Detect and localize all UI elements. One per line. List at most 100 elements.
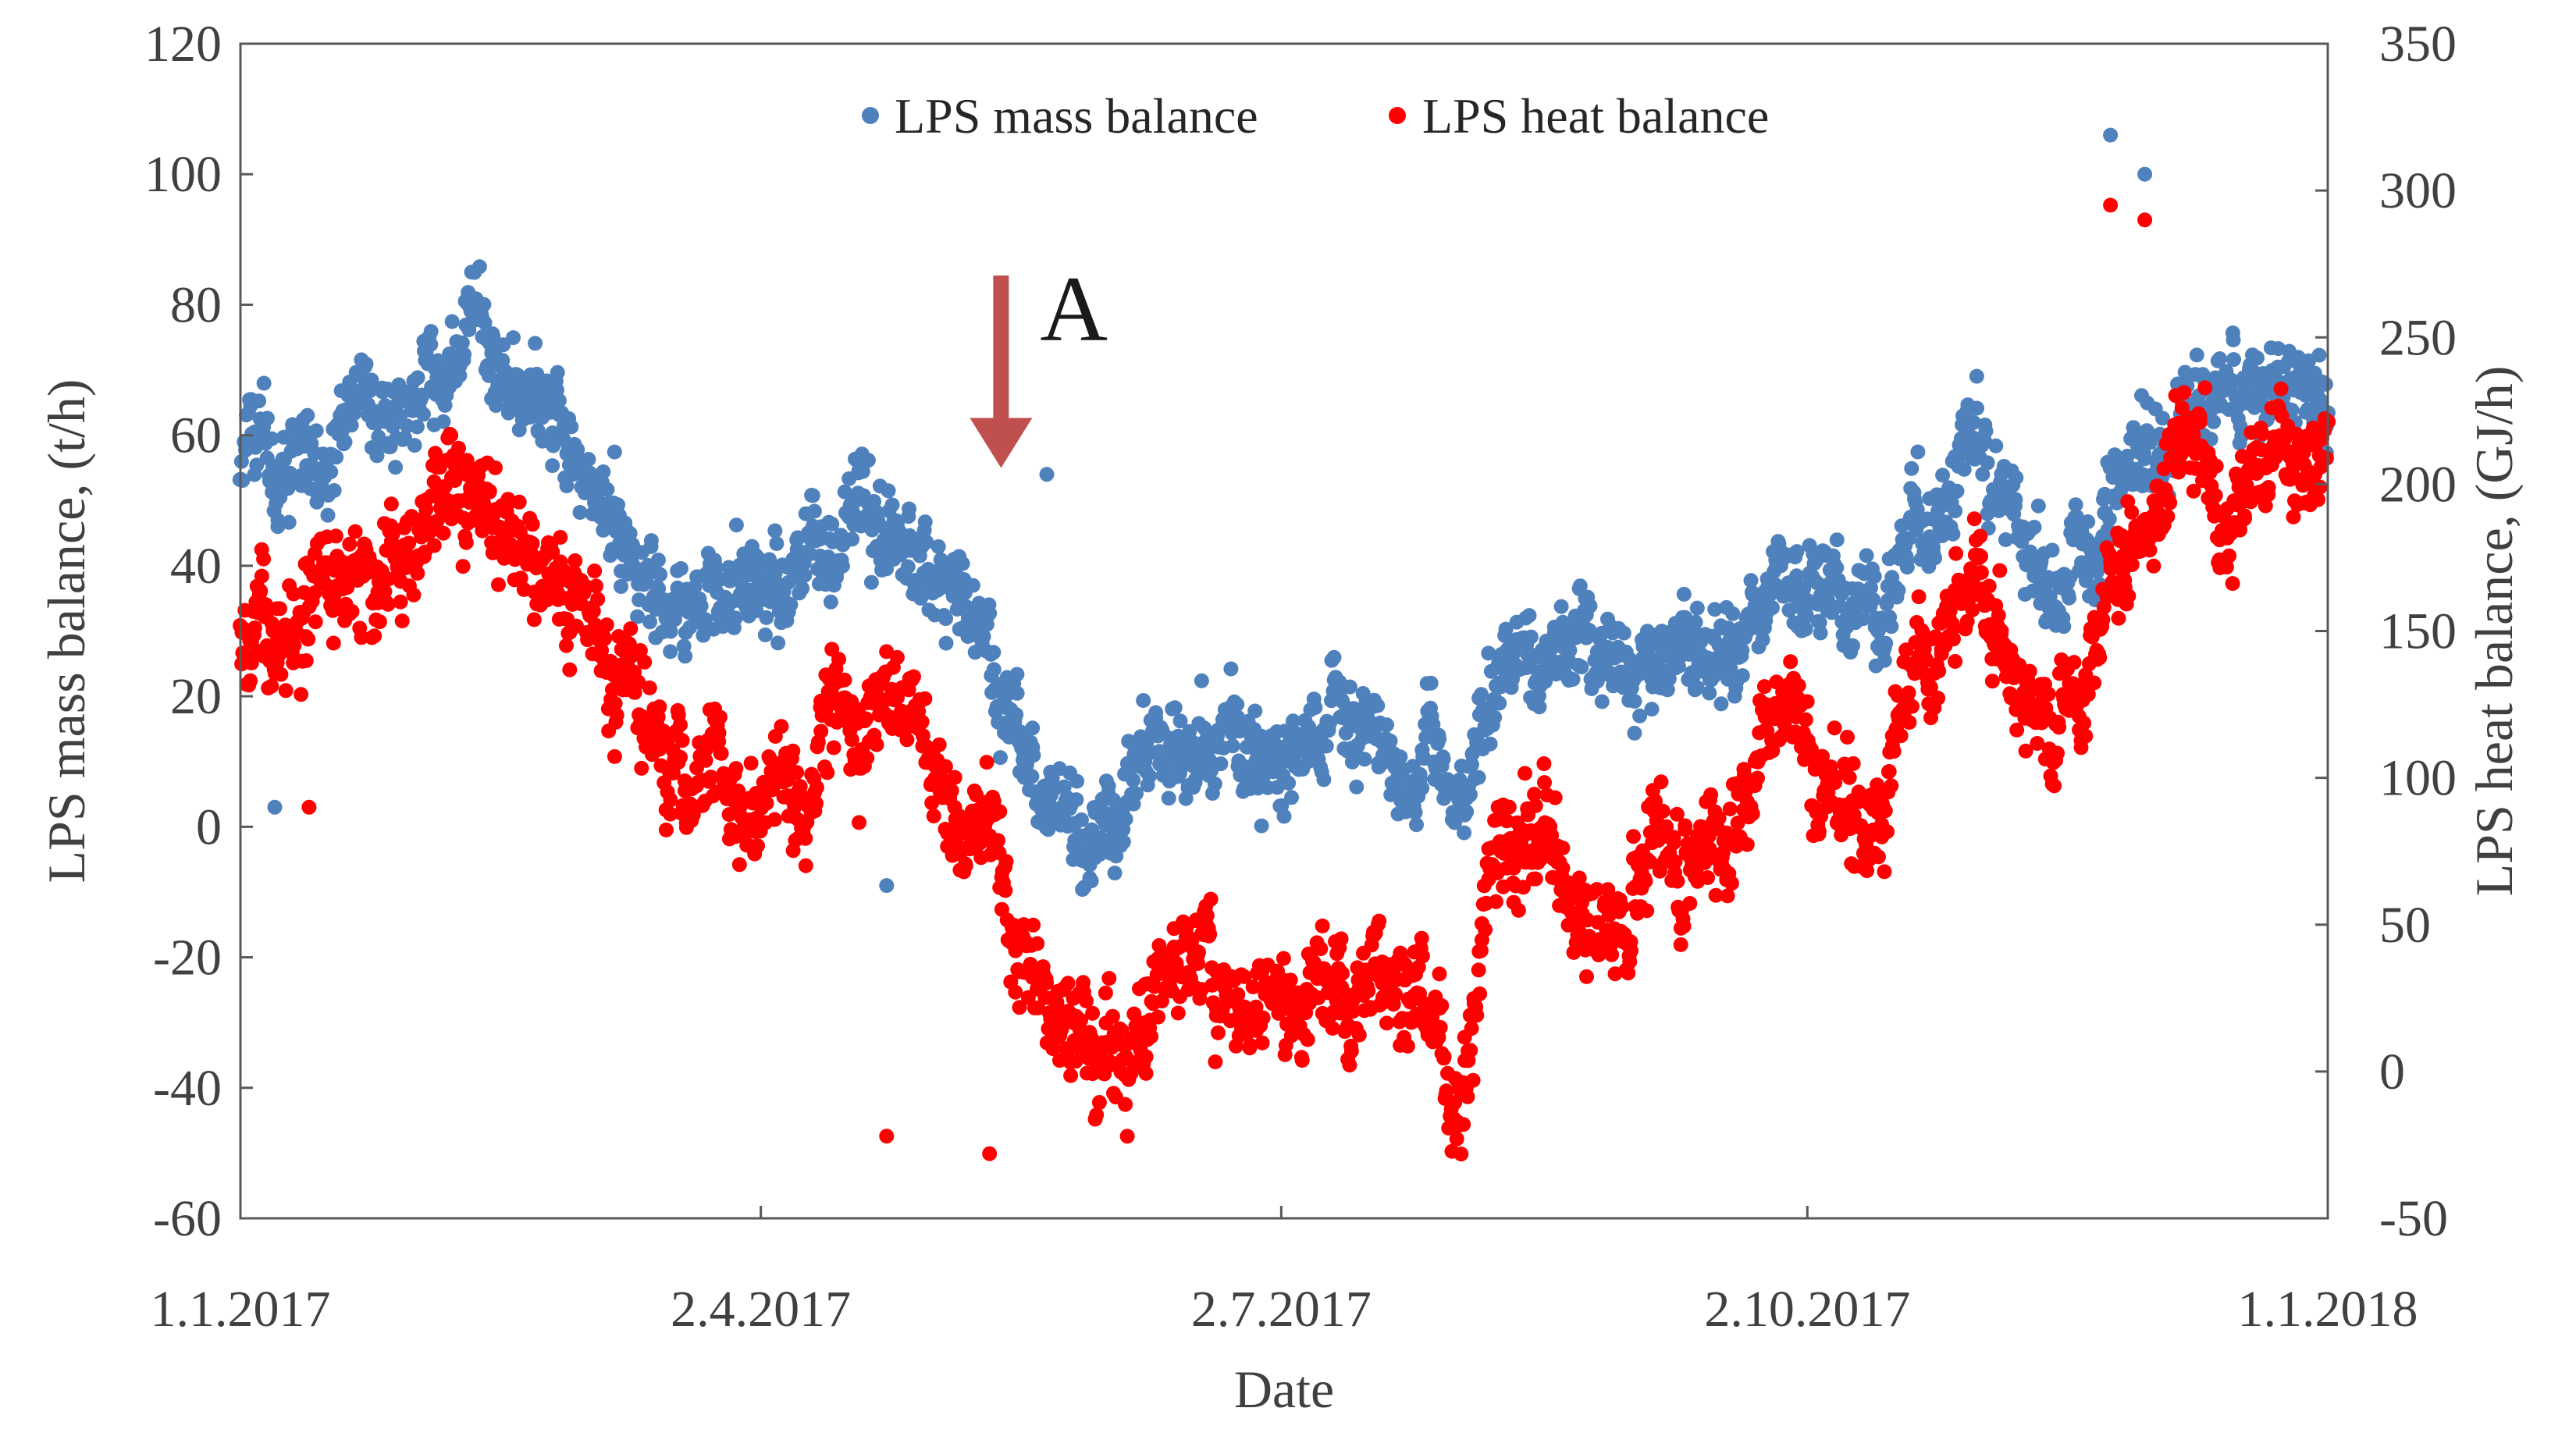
heat-balance-point xyxy=(367,628,382,644)
heat-balance-point xyxy=(253,583,269,599)
heat-balance-point xyxy=(1880,824,1895,840)
mass-balance-point xyxy=(1167,700,1183,716)
mass-balance-point xyxy=(2103,127,2119,143)
annotation-label: A xyxy=(1040,257,1108,361)
heat-balance-point xyxy=(406,587,422,603)
heat-balance-point xyxy=(1877,864,1892,880)
mass-balance-point xyxy=(834,558,850,574)
heat-balance-point xyxy=(1973,528,1988,544)
heat-balance-point xyxy=(1722,802,1738,816)
heat-balance-point xyxy=(1199,908,1215,923)
heat-balance-point xyxy=(256,551,272,567)
mass-balance-point xyxy=(264,431,279,446)
heat-balance-point xyxy=(1105,1008,1120,1024)
mass-balance-point xyxy=(2212,351,2228,367)
mass-balance-point xyxy=(1978,423,1994,439)
mass-balance-point xyxy=(249,457,265,473)
mass-balance-point xyxy=(845,532,860,547)
mass-balance-point xyxy=(1689,600,1705,616)
heat-balance-point xyxy=(1911,589,1927,605)
mass-balance-point xyxy=(965,578,980,593)
mass-balance-point xyxy=(993,750,1008,766)
heat-balance-point xyxy=(958,858,973,873)
mass-balance-point xyxy=(2008,470,2024,485)
mass-balance-point xyxy=(329,450,344,465)
heat-balance-point xyxy=(1254,1035,1270,1051)
heat-balance-point xyxy=(2124,504,2140,520)
heat-balance-point xyxy=(254,568,269,584)
left-y-tick-label: 80 xyxy=(170,276,222,333)
mass-balance-point xyxy=(2224,372,2239,388)
heat-balance-point xyxy=(1750,770,1765,786)
heat-balance-point xyxy=(1414,948,1430,964)
mass-balance-point xyxy=(783,597,799,613)
left-y-tick-label: 0 xyxy=(196,798,222,855)
heat-balance-point xyxy=(609,707,624,723)
mass-balance-point xyxy=(1969,400,1984,416)
mass-balance-point xyxy=(1118,812,1133,827)
mass-balance-point xyxy=(1627,694,1642,709)
right-y-tick-label: 250 xyxy=(2379,309,2457,366)
heat-balance-point xyxy=(2312,479,2328,495)
heat-balance-point xyxy=(1119,1129,1135,1144)
heat-balance-point xyxy=(1436,1049,1452,1065)
heat-balance-point xyxy=(2176,385,2192,400)
mass-balance-point xyxy=(884,497,900,513)
mass-balance-point xyxy=(2318,376,2333,392)
mass-balance-point xyxy=(1688,614,1703,630)
mass-balance-point xyxy=(2226,332,2241,348)
mass-balance-point xyxy=(551,393,567,408)
heat-balance-point xyxy=(301,631,316,647)
mass-balance-point xyxy=(1039,467,1055,482)
heat-balance-point xyxy=(2051,720,2067,735)
mass-balance-point xyxy=(1891,582,1906,598)
mass-balance-point xyxy=(678,649,693,664)
left-y-axis-title: LPS mass balance, (t/h) xyxy=(37,379,96,883)
heat-balance-point xyxy=(1528,798,1543,813)
mass-balance-point xyxy=(860,453,876,468)
mass-balance-point xyxy=(1866,569,1882,585)
heat-balance-point xyxy=(992,804,1008,819)
heat-balance-point xyxy=(1901,685,1916,701)
heat-balance-point xyxy=(1098,985,1113,1001)
mass-balance-point xyxy=(564,419,579,435)
heat-balance-point xyxy=(526,612,542,628)
mass-balance-point xyxy=(1487,709,1503,725)
mass-balance-point xyxy=(1225,738,1240,754)
heat-balance-point xyxy=(813,724,829,739)
heat-balance-point xyxy=(809,780,824,795)
heat-balance-point xyxy=(2318,450,2334,466)
mass-balance-point xyxy=(1789,544,1805,560)
mass-balance-point xyxy=(673,561,688,576)
mass-balance-point xyxy=(1136,693,1151,708)
heat-balance-point xyxy=(1313,941,1329,957)
heat-balance-point xyxy=(1638,873,1653,889)
mass-balance-point xyxy=(506,330,521,346)
heat-balance-point xyxy=(1400,1038,1415,1054)
mass-balance-point xyxy=(337,434,353,450)
right-y-axis-title: LPS heat balance, (GJ/h) xyxy=(2464,366,2524,897)
mass-balance-point xyxy=(572,505,588,520)
mass-balance-point xyxy=(1532,699,1547,715)
mass-balance-point xyxy=(1379,717,1394,733)
heat-balance-point xyxy=(1372,913,1387,929)
mass-balance-point xyxy=(347,406,362,421)
heat-balance-point xyxy=(1840,730,1855,745)
heat-balance-point xyxy=(917,691,933,706)
left-y-tick-label: -40 xyxy=(153,1060,222,1117)
mass-balance-point xyxy=(1899,560,1915,575)
annotation-arrow-head xyxy=(970,418,1033,468)
heat-balance-point xyxy=(286,638,302,653)
heat-balance-point xyxy=(859,750,875,766)
heat-balance-point xyxy=(947,770,962,785)
heat-balance-point xyxy=(1884,778,1899,794)
heat-balance-point xyxy=(380,596,396,612)
heat-balance-point xyxy=(587,564,603,578)
right-y-tick-label: 300 xyxy=(2379,162,2457,219)
heat-balance-point xyxy=(1202,926,1218,942)
heat-balance-point xyxy=(1038,971,1054,987)
mass-balance-point xyxy=(902,501,916,517)
mass-balance-point xyxy=(1829,532,1845,548)
heat-balance-point xyxy=(525,517,540,532)
mass-balance-point xyxy=(545,458,560,474)
